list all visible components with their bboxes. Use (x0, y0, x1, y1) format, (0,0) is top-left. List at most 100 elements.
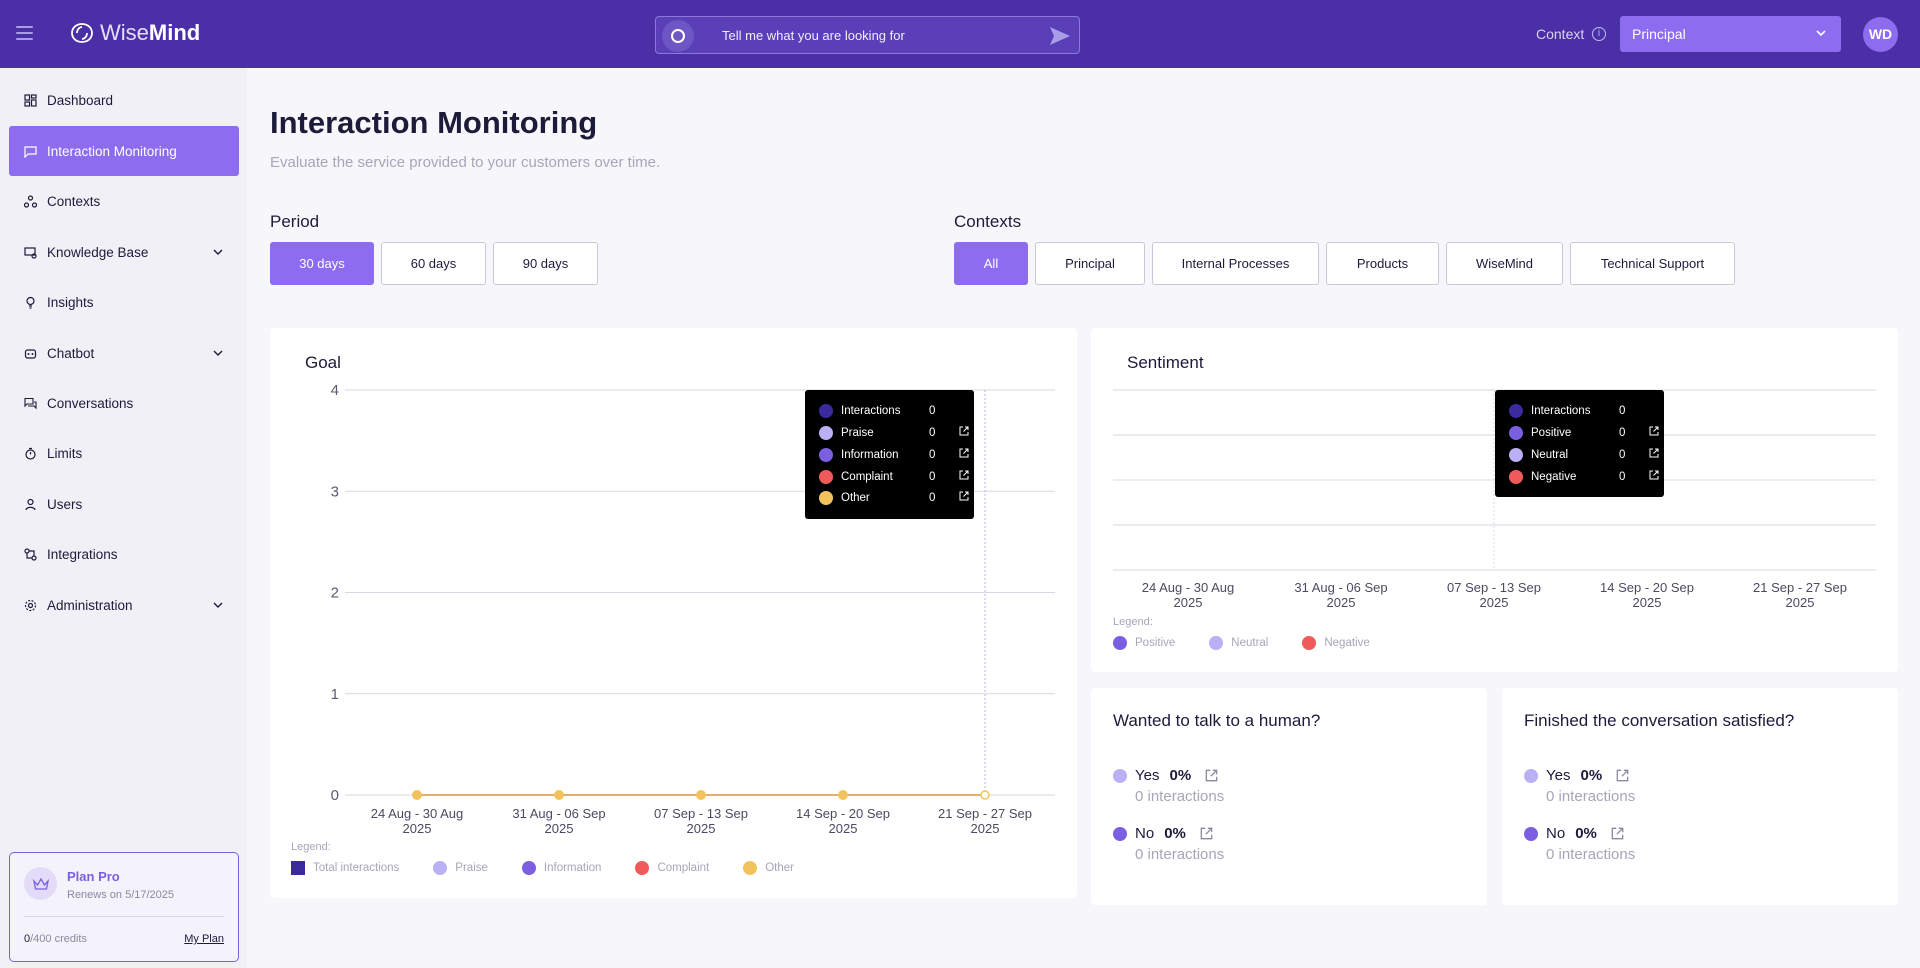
yes-count: 0 interactions (1546, 788, 1636, 805)
context-option-products[interactable]: Products (1326, 242, 1439, 285)
legend-label: Positive (1135, 637, 1176, 649)
legend-item-positive[interactable]: Positive (1113, 636, 1175, 650)
sidebar-item-insights[interactable]: Insights (9, 278, 239, 326)
gear-icon (23, 598, 37, 612)
no-percent: 0% (1164, 825, 1186, 842)
legend-item-negative[interactable]: Negative (1302, 636, 1370, 650)
sidebar-item-contexts[interactable]: Contexts (9, 177, 239, 225)
crown-icon (24, 867, 57, 900)
sidebar-item-chatbot[interactable]: Chatbot (9, 329, 239, 377)
legend-item-neutral[interactable]: Neutral (1209, 636, 1268, 650)
sidebar-item-integrations[interactable]: Integrations (9, 530, 239, 578)
external-link-icon[interactable] (1649, 448, 1659, 458)
external-link-icon[interactable] (1649, 470, 1659, 480)
external-link-icon[interactable] (959, 448, 969, 458)
external-link-icon[interactable] (959, 491, 969, 501)
external-link-icon[interactable] (1611, 827, 1624, 840)
page-subtitle: Evaluate the service provided to your cu… (270, 154, 661, 171)
chevron-down-icon[interactable] (213, 247, 223, 257)
context-option-all[interactable]: All (954, 242, 1028, 285)
chevron-down-icon[interactable] (213, 600, 223, 610)
assistant-circle-icon[interactable] (662, 20, 694, 52)
period-option-30-days[interactable]: 30 days (270, 242, 374, 285)
x-tick-label-year: 2025 (687, 821, 716, 836)
sidebar-item-administration[interactable]: Administration (9, 581, 239, 629)
legend-swatch (291, 861, 305, 875)
y-tick-label: 0 (331, 787, 339, 804)
my-plan-link[interactable]: My Plan (184, 933, 224, 945)
x-tick-label-year: 2025 (545, 821, 574, 836)
context-option-internal-processes[interactable]: Internal Processes (1152, 242, 1319, 285)
chat-flag-icon (23, 144, 37, 158)
chevron-down-icon[interactable] (213, 348, 223, 358)
external-link-icon[interactable] (1205, 769, 1218, 782)
tooltip-value: 0 (929, 492, 936, 504)
context-option-principal[interactable]: Principal (1035, 242, 1145, 285)
sidebar-item-users[interactable]: Users (9, 480, 239, 528)
external-link-icon[interactable] (1616, 769, 1629, 782)
sidebar-item-interaction-monitoring[interactable]: Interaction Monitoring (9, 126, 239, 176)
tooltip-row-information: Information 0 (819, 446, 969, 464)
no-label: No (1135, 825, 1155, 842)
sentiment-tooltip: Interactions 0 Positive 0 Neutral 0 Negativ… (1495, 390, 1664, 497)
period-option-60-days[interactable]: 60 days (381, 242, 486, 285)
legend-item-information[interactable]: Information (521, 861, 601, 875)
x-tick-label: 14 Sep - 20 Sep (796, 806, 890, 821)
tooltip-row-neutral: Neutral 0 (1509, 446, 1659, 464)
conversations-icon (23, 396, 37, 410)
contexts-label: Contexts (954, 212, 1022, 231)
legend-label: Neutral (1231, 637, 1269, 649)
goal-card: Goal 0 1 2 3 4 24 Aug - 30 Aug 2025 31 Aug - 06… (270, 328, 1077, 898)
legend-item-other[interactable]: Other (743, 861, 794, 875)
period-option-90-days[interactable]: 90 days (493, 242, 598, 285)
tooltip-swatch (819, 470, 833, 484)
period-label: Period (270, 212, 320, 231)
sidebar-item-label: Insights (47, 294, 94, 310)
legend-swatch (521, 861, 536, 875)
external-link-icon[interactable] (959, 470, 969, 480)
sidebar-item-conversations[interactable]: Conversations (9, 379, 239, 427)
sidebar-item-dashboard[interactable]: Dashboard (9, 76, 239, 124)
tooltip-row-other: Other 0 (819, 489, 969, 507)
human-no-answer: No 0% (1113, 825, 1213, 842)
send-icon[interactable] (1049, 26, 1071, 46)
legend-label: Complaint (657, 862, 710, 874)
external-link-icon[interactable] (959, 426, 969, 436)
legend-item-total-interactions[interactable]: Total interactions (291, 861, 399, 875)
legend-item-praise[interactable]: Praise (433, 861, 488, 875)
tooltip-row-positive: Positive 0 (1509, 424, 1659, 442)
top-bar: Wise Mind Tell me what you are looking fo… (0, 0, 1920, 68)
search-bar[interactable]: Tell me what you are looking for (655, 16, 1080, 54)
legend-item-complaint[interactable]: Complaint (635, 861, 709, 875)
menu-icon[interactable] (16, 26, 33, 40)
x-tick-label: 14 Sep - 20 Sep (1600, 580, 1694, 595)
yes-swatch (1524, 768, 1538, 783)
context-label: Context (1536, 26, 1585, 42)
search-placeholder[interactable]: Tell me what you are looking for (722, 28, 905, 43)
info-icon[interactable]: i (1592, 27, 1606, 41)
external-link-icon[interactable] (1649, 426, 1659, 436)
x-tick-label-year: 2025 (829, 821, 858, 836)
tooltip-label: Interactions (1531, 405, 1591, 417)
talk-to-human-card: Wanted to talk to a human? Yes 0% 0 inter… (1091, 688, 1487, 905)
context-select[interactable]: Principal (1620, 16, 1841, 52)
no-label: No (1546, 825, 1566, 842)
context-option-wisemind[interactable]: WiseMind (1446, 242, 1563, 285)
context-option-technical-support[interactable]: Technical Support (1570, 242, 1735, 285)
sidebar-item-label: Integrations (47, 546, 118, 562)
sidebar-item-label: Knowledge Base (47, 244, 149, 260)
sidebar-item-limits[interactable]: Limits (9, 429, 239, 477)
sidebar-item-knowledge-base[interactable]: Knowledge Base (9, 228, 239, 276)
tooltip-label: Positive (1531, 427, 1572, 439)
plan-divider (24, 916, 224, 917)
tooltip-label: Other (841, 492, 870, 504)
avatar[interactable]: WD (1863, 17, 1898, 52)
legend-swatch (1302, 636, 1317, 650)
logo[interactable]: Wise Mind (70, 20, 200, 46)
tooltip-row-interactions: Interactions 0 (1509, 402, 1649, 420)
legend-label: Other (765, 862, 794, 874)
external-link-icon[interactable] (1200, 827, 1213, 840)
tooltip-value: 0 (1619, 471, 1626, 483)
lightbulb-icon (23, 295, 37, 309)
page-title: Interaction Monitoring (270, 105, 598, 140)
